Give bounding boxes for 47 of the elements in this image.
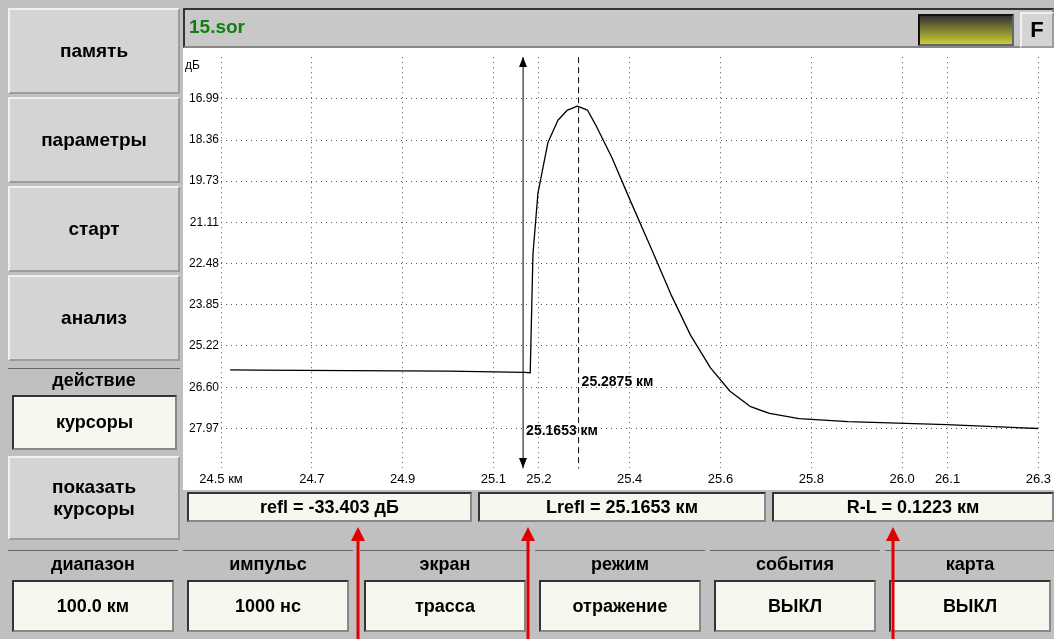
text: 1000 нс: [187, 580, 349, 632]
x-tick-label: 26.0: [889, 470, 915, 486]
x-tick-label: 24.9: [389, 470, 416, 486]
text: F: [1020, 12, 1054, 48]
y-tick-label: 27.97: [188, 420, 220, 435]
text: действие: [8, 368, 180, 392]
text: карта: [885, 550, 1054, 578]
x-tick-label: 26.1: [934, 470, 961, 486]
text: R-L = 0.1223 км: [772, 492, 1054, 522]
x-tick-label: 25.4: [617, 470, 643, 486]
x-tick-label: 24.7: [299, 470, 325, 486]
y-tick-label: 16.99: [188, 91, 220, 106]
text: режим: [535, 550, 705, 578]
x-tick-label: 25.6: [707, 470, 734, 486]
x-tick-label: 25.8: [798, 470, 824, 486]
text: отражение: [539, 580, 701, 632]
text: диапазон: [8, 550, 178, 578]
y-tick-label: 21.11: [189, 214, 220, 229]
text: память: [8, 8, 180, 94]
y-tick-label: 26.60: [188, 379, 220, 394]
text: трасса: [364, 580, 526, 632]
text: 100.0 км: [12, 580, 174, 632]
y-tick-label: 18.36: [188, 132, 220, 147]
text: старт: [8, 186, 180, 272]
text: события: [710, 550, 880, 578]
y-axis-title: дБ: [185, 57, 200, 72]
text: ВЫКЛ: [889, 580, 1051, 632]
x-tick-label: 24.5 км: [199, 470, 243, 486]
y-tick-label: 22.48: [188, 256, 220, 271]
text: refl = -33.403 дБ: [187, 492, 472, 522]
y-tick-label: 23.85: [188, 297, 220, 312]
text: курсоры: [12, 395, 177, 450]
y-tick-label: 25.22: [188, 338, 220, 353]
chart-title: 15.sor: [189, 16, 245, 37]
ref-line-label: 25.2875 км: [581, 372, 654, 389]
x-tick-label: 25.1: [480, 470, 507, 486]
text: импульс: [183, 550, 353, 578]
text: показать курсоры: [8, 456, 180, 540]
text: параметры: [8, 97, 180, 183]
ref-line-label: 25.1653 км: [526, 422, 598, 439]
text: экран: [360, 550, 530, 578]
x-tick-label: 26.3: [1025, 470, 1052, 486]
y-tick-label: 19.73: [188, 173, 220, 188]
text: Lrefl = 25.1653 км: [478, 492, 766, 522]
x-tick-label: 25.2: [526, 470, 552, 486]
text: анализ: [8, 275, 180, 361]
text: ВЫКЛ: [714, 580, 876, 632]
